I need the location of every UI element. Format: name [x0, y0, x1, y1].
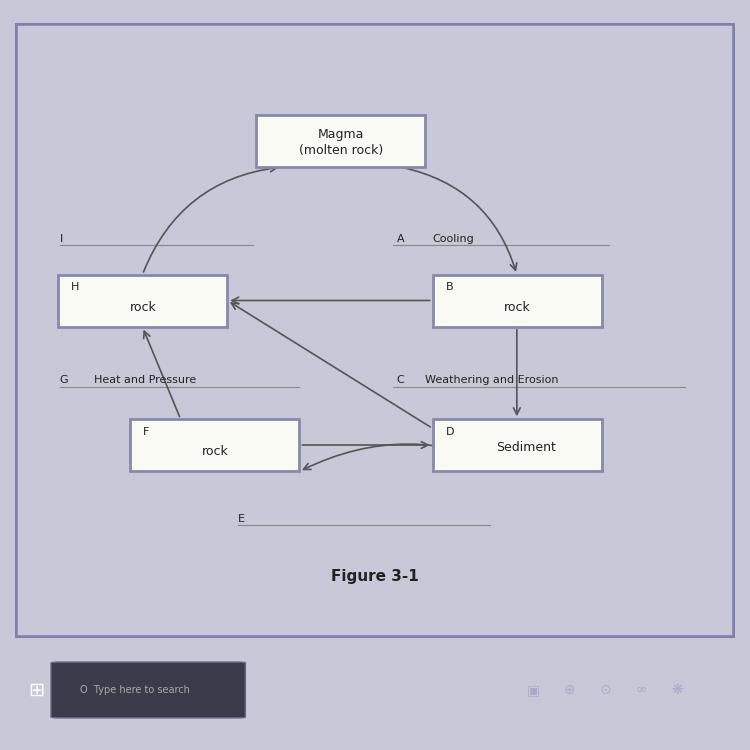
Text: G: G: [60, 375, 68, 386]
Text: Sediment: Sediment: [496, 442, 556, 454]
Text: ❋: ❋: [671, 683, 683, 697]
Text: ∞: ∞: [636, 683, 647, 697]
Text: rock: rock: [202, 445, 228, 458]
Text: Figure 3-1: Figure 3-1: [332, 568, 419, 584]
FancyBboxPatch shape: [256, 115, 425, 167]
Text: A: A: [397, 234, 404, 244]
Text: D: D: [446, 427, 454, 436]
FancyBboxPatch shape: [51, 662, 245, 718]
Text: B: B: [446, 282, 453, 292]
FancyBboxPatch shape: [58, 274, 227, 327]
FancyBboxPatch shape: [130, 419, 299, 472]
Text: (molten rock): (molten rock): [298, 144, 383, 157]
FancyBboxPatch shape: [433, 419, 602, 472]
Text: F: F: [143, 427, 149, 436]
Text: rock: rock: [130, 301, 156, 313]
Text: ⊙: ⊙: [599, 683, 611, 697]
Text: ⊞: ⊞: [28, 680, 45, 700]
Text: Heat and Pressure: Heat and Pressure: [94, 375, 196, 386]
Text: I: I: [60, 234, 63, 244]
Text: H: H: [71, 282, 80, 292]
Text: ⊕: ⊕: [563, 683, 575, 697]
Text: E: E: [238, 514, 245, 523]
Text: Weathering and Erosion: Weathering and Erosion: [425, 375, 559, 386]
Text: Cooling: Cooling: [433, 234, 474, 244]
Text: ▣: ▣: [526, 683, 540, 697]
Text: rock: rock: [504, 301, 530, 313]
FancyBboxPatch shape: [433, 274, 602, 327]
Text: O  Type here to search: O Type here to search: [80, 685, 190, 695]
Text: Magma: Magma: [317, 128, 364, 141]
Text: C: C: [397, 375, 404, 386]
